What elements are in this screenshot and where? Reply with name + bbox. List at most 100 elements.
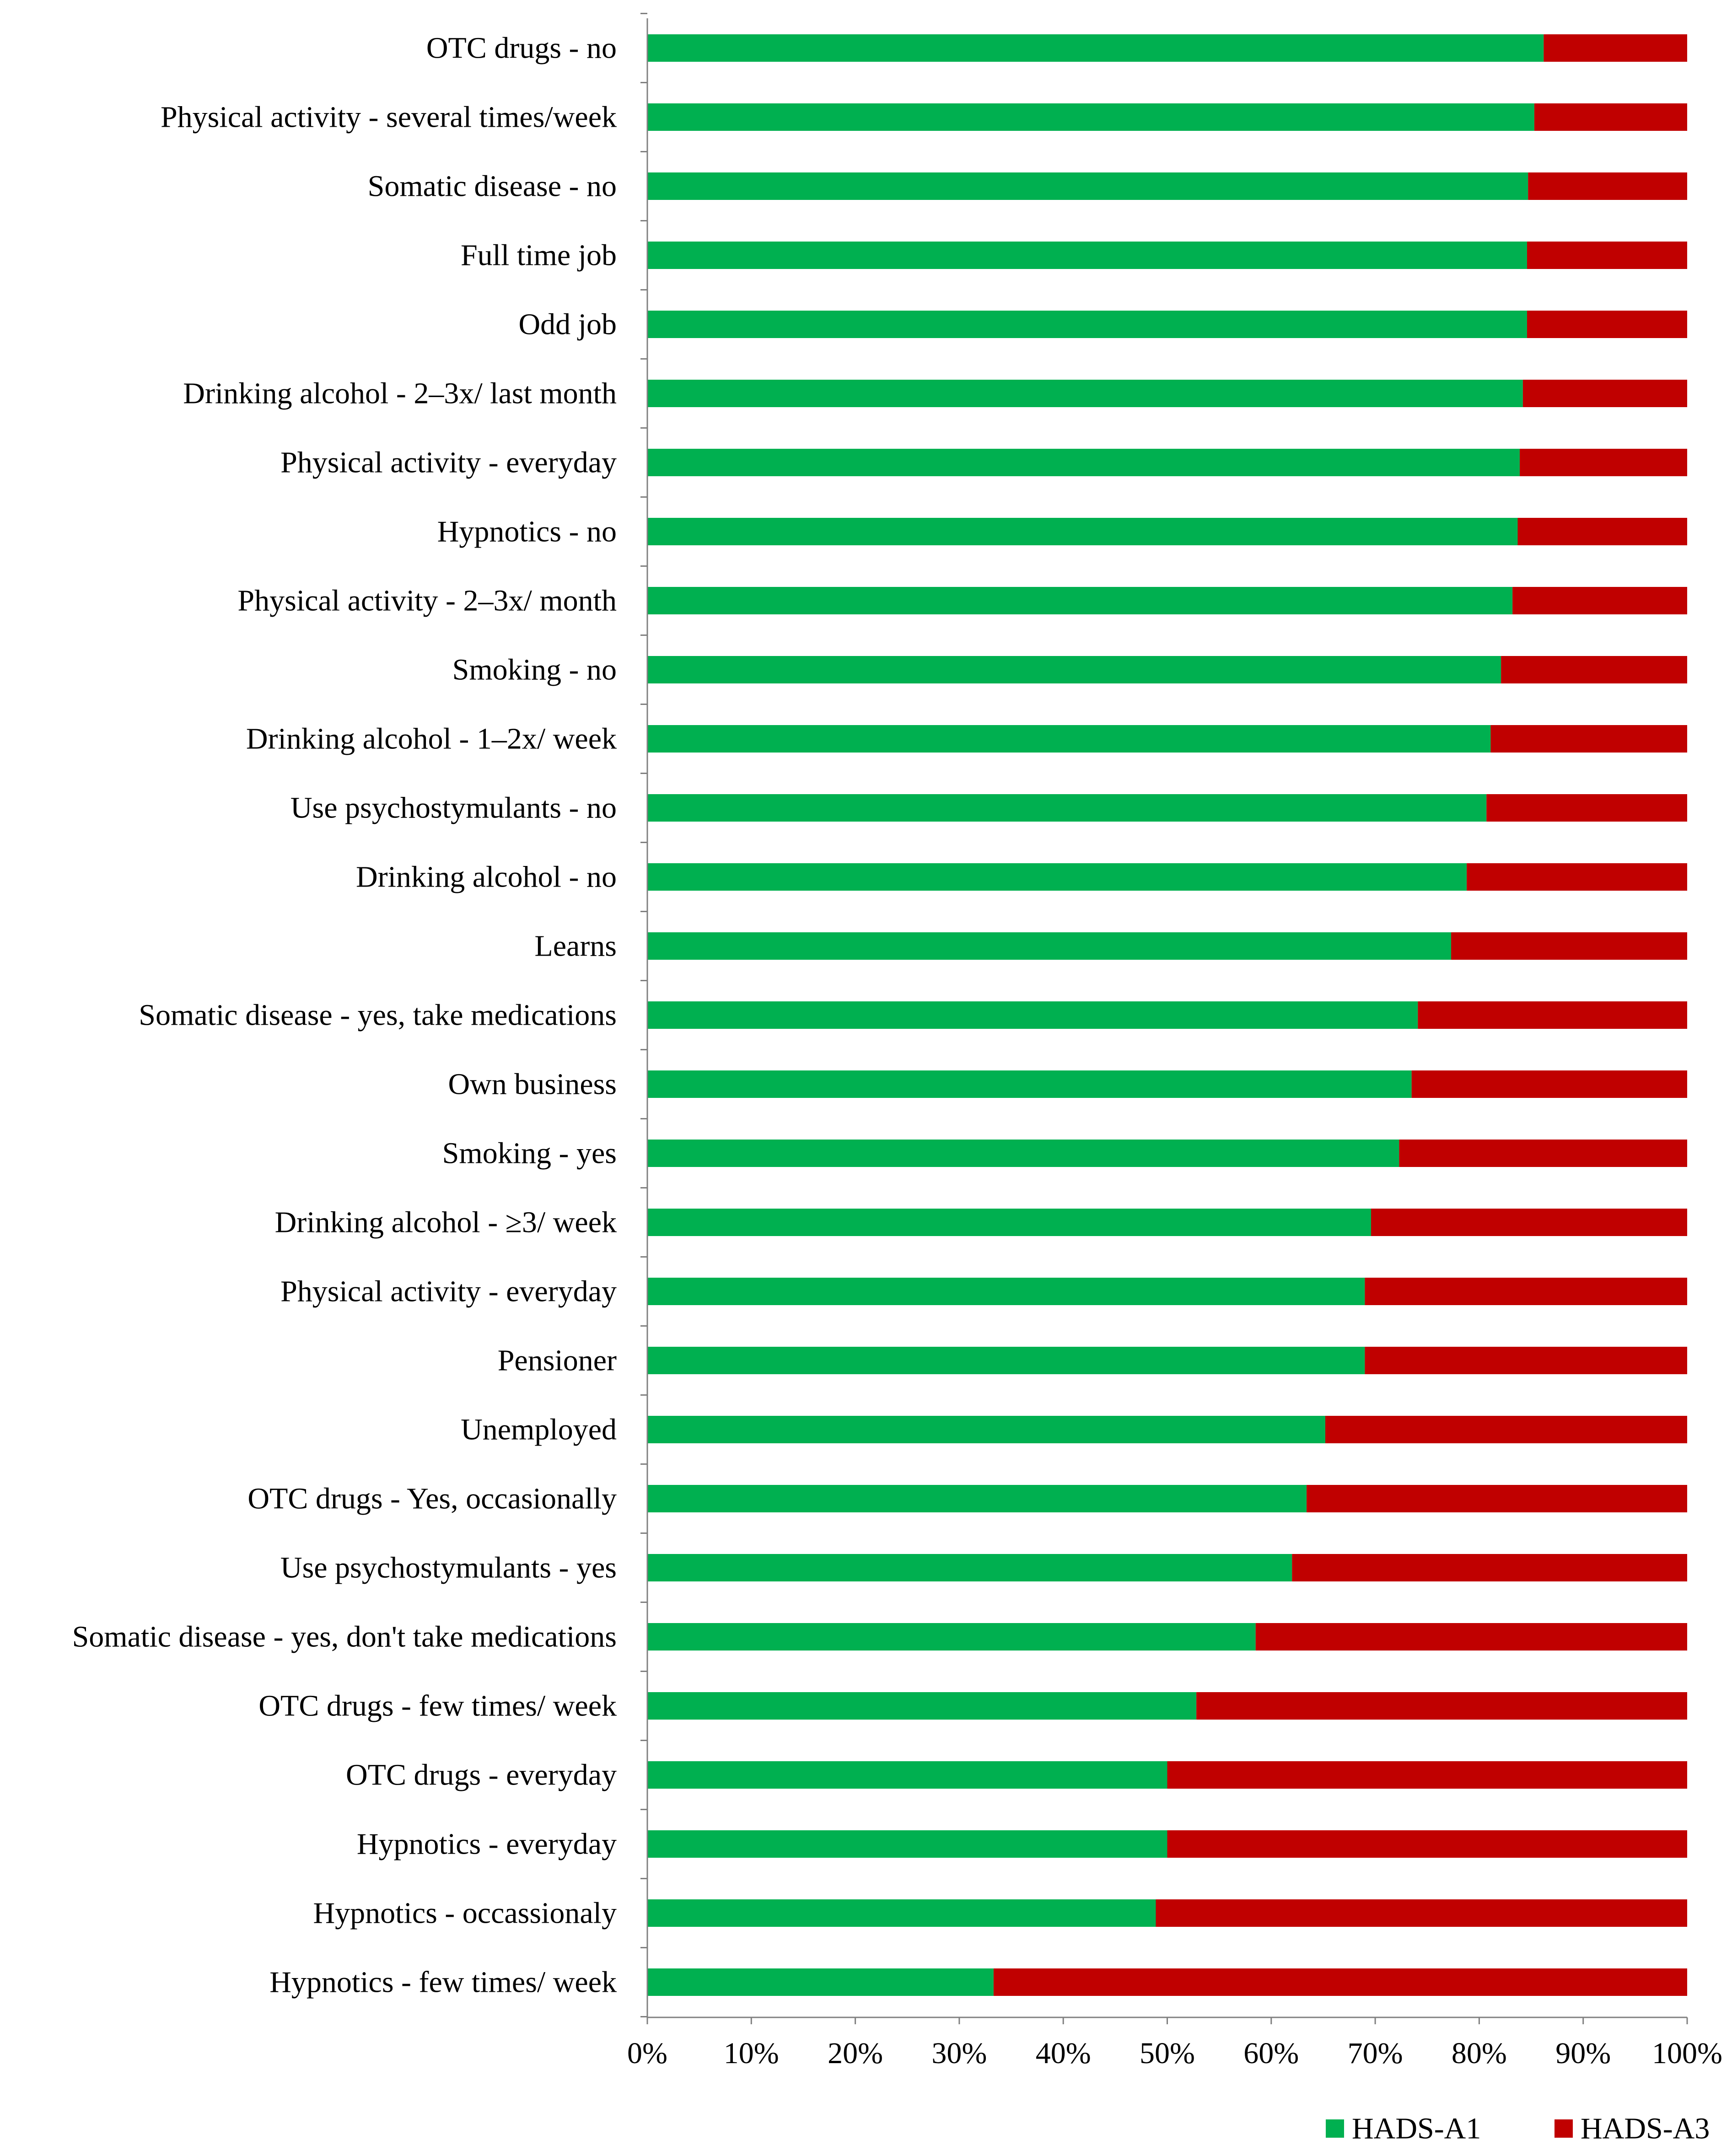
category-label: Drinking alcohol - no [356,860,617,894]
category-label: OTC drugs - few times/ week [258,1689,617,1723]
x-tick-label: 10% [724,2037,779,2070]
bar-hads-a3-14 [1418,1001,1687,1029]
bar-hads-a3-0 [1544,34,1687,62]
category-label: Hypnotics - no [437,515,617,548]
bar-hads-a3-13 [1451,932,1687,960]
category-label: Physical activity - everyday [280,1275,617,1308]
category-label: Pensioner [498,1344,617,1377]
legend-swatch-hads-a3 [1554,2119,1573,2138]
bar-hads-a3-1 [1534,103,1687,131]
category-label: Drinking alcohol - 2–3x/ last month [183,377,617,410]
x-tick-label: 60% [1243,2037,1299,2070]
bar-hads-a3-26 [1167,1830,1687,1858]
bar-hads-a3-8 [1512,587,1687,614]
x-tick-label: 70% [1348,2037,1403,2070]
bar-hads-a1-5 [647,380,1523,407]
category-labels: OTC drugs - no Physical activity - severa… [72,32,617,1999]
bar-hads-a1-24 [647,1692,1197,1720]
x-tick-label: 0% [627,2037,667,2070]
bar-hads-a1-15 [647,1070,1412,1098]
x-tick-label: 40% [1036,2037,1091,2070]
bar-hads-a3-2 [1528,172,1687,200]
bar-hads-a1-20 [647,1416,1325,1443]
category-label: Physical activity - several times/week [161,101,617,134]
bar-hads-a3-24 [1196,1692,1687,1720]
bar-hads-a1-13 [647,932,1452,960]
category-label: Somatic disease - yes, take medications [139,999,617,1032]
legend-label-hads-a3: HADS-A3 [1581,2112,1710,2145]
bar-hads-a3-9 [1501,656,1687,683]
x-tick-label: 80% [1452,2037,1507,2070]
bar-hads-a1-28 [647,1968,994,1996]
bar-hads-a3-23 [1255,1623,1687,1651]
category-label: Somatic disease - yes, don't take medica… [72,1620,617,1654]
axes [640,13,1687,2024]
legend-label-hads-a1: HADS-A1 [1352,2112,1481,2145]
x-tick-label: 100% [1652,2037,1722,2070]
category-label: OTC drugs - everyday [346,1758,617,1792]
bar-hads-a3-17 [1371,1209,1687,1236]
bar-hads-a3-12 [1467,863,1687,891]
bar-hads-a1-0 [647,34,1544,62]
category-label: Odd job [519,308,617,341]
x-tick-label: 50% [1140,2037,1195,2070]
x-tick-label: 90% [1555,2037,1611,2070]
bar-hads-a1-25 [647,1761,1167,1789]
bar-hads-a1-16 [647,1140,1399,1167]
category-label: Physical activity - 2–3x/ month [237,584,617,618]
bar-hads-a3-28 [993,1968,1687,1996]
bar-hads-a1-9 [647,656,1501,683]
bar-hads-a3-5 [1522,380,1687,407]
bar-hads-a1-26 [647,1830,1167,1858]
bar-hads-a3-4 [1527,311,1687,338]
legend-swatch-hads-a1 [1326,2119,1344,2138]
category-label: Unemployed [461,1413,617,1446]
category-label: Full time job [461,239,617,272]
bar-hads-a3-22 [1292,1554,1687,1581]
bar-hads-a3-10 [1490,725,1687,753]
bar-hads-a1-14 [647,1001,1418,1029]
bar-hads-a3-19 [1365,1347,1687,1374]
bar-hads-a1-4 [647,311,1527,338]
category-label: Physical activity - everyday [280,446,617,479]
bar-hads-a1-1 [647,103,1534,131]
category-label: Somatic disease - no [368,170,617,203]
category-label: Drinking alcohol - 1–2x/ week [246,722,617,756]
category-label: Drinking alcohol - ≥3/ week [275,1206,617,1239]
bar-hads-a1-10 [647,725,1491,753]
x-tick-label: 30% [931,2037,987,2070]
bar-hads-a3-21 [1307,1485,1687,1512]
category-label: Hypnotics - occassionaly [313,1897,617,1930]
bar-hads-a1-8 [647,587,1513,614]
bar-hads-a3-3 [1527,242,1687,269]
legend: HADS-A1 HADS-A3 [1326,2112,1710,2145]
x-tick-label: 20% [828,2037,883,2070]
bar-hads-a1-18 [647,1278,1365,1305]
category-label: Use psychostymulants - yes [280,1551,617,1585]
bar-hads-a3-15 [1411,1070,1687,1098]
bar-hads-a3-27 [1156,1899,1687,1927]
category-label: Smoking - no [452,653,617,687]
bar-hads-a1-12 [647,863,1467,891]
bar-hads-a1-7 [647,518,1518,545]
bar-hads-a3-6 [1520,449,1687,476]
bar-hads-a1-3 [647,242,1527,269]
bar-hads-a1-21 [647,1485,1307,1512]
bar-hads-a1-11 [647,794,1487,822]
category-label: Own business [448,1068,617,1101]
bar-hads-a3-11 [1486,794,1687,822]
bar-hads-a1-17 [647,1209,1372,1236]
category-label: Smoking - yes [442,1137,617,1170]
category-label: Hypnotics - everyday [357,1828,617,1861]
bar-hads-a3-16 [1399,1140,1687,1167]
bar-hads-a1-27 [647,1899,1156,1927]
bar-hads-a1-22 [647,1554,1292,1581]
bar-hads-a3-25 [1167,1761,1687,1789]
bar-hads-a1-2 [647,172,1528,200]
bar-hads-a3-18 [1365,1278,1687,1305]
bar-hads-a3-7 [1517,518,1687,545]
category-label: OTC drugs - Yes, occasionally [247,1482,617,1516]
category-label: OTC drugs - no [426,32,617,65]
category-label: Hypnotics - few times/ week [269,1966,617,1999]
